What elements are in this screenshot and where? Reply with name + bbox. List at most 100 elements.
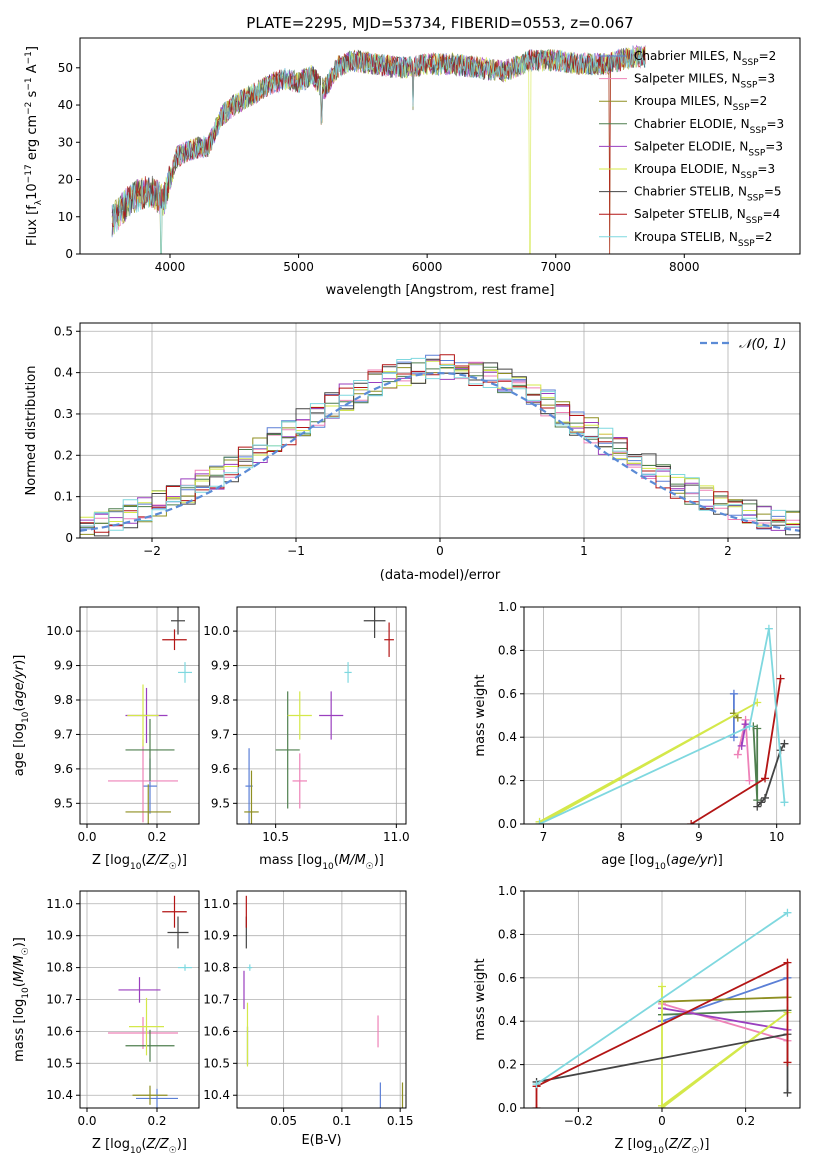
y-tick-label: 10.7 [203, 993, 230, 1007]
error-point-salpeter-elodie [118, 977, 161, 1003]
y-axis-label-part: −1 [24, 51, 34, 64]
legend-label: Kroupa STELIB, NSSP=2 [634, 230, 772, 249]
weight-marker [764, 624, 773, 633]
age_vs_mass-panel: 10.5 11.0 9.5 9.6 9.7 9.8 9.9 10.0 mass [log10(M… [203, 606, 410, 872]
weight-line-kroupa-elodie [539, 701, 758, 824]
error-points [244, 607, 394, 824]
x-axis-label-part: Z/Z [146, 1137, 170, 1152]
legend-model-name: Chabrier MILES, N [634, 49, 742, 63]
y-axis-label: mass weight [473, 674, 488, 756]
y-axis-label-part: mass [log [12, 999, 27, 1062]
x-axis-label-part: )] [177, 1137, 187, 1152]
weight-marker [733, 750, 742, 759]
x-axis-label: age [log10(age/yr)] [601, 853, 723, 872]
legend-label: Kroupa MILES, NSSP=2 [634, 94, 767, 113]
y-axis-label-part: s [25, 90, 40, 101]
weight-line-kroupa-stelib [535, 911, 789, 1085]
legend-model-name: Chabrier ELODIE, N [634, 117, 750, 131]
legend-model-name: Salpeter STELIB, N [634, 207, 746, 221]
x-tick-label: 0.1 [332, 1114, 351, 1128]
error-point-chabrier-elodie [125, 1029, 175, 1062]
legend-label: Salpeter ELODIE, NSSP=3 [634, 139, 783, 158]
error-point-chabrier-miles [136, 1088, 178, 1108]
y-tick-label: 11.0 [203, 897, 230, 911]
legend-ssp-value: =5 [764, 185, 782, 199]
axes-frame [79, 606, 200, 825]
x-tick-label: 1 [580, 544, 588, 558]
x-tick-label: 8 [617, 830, 625, 844]
y-tick-label: 50 [58, 61, 73, 75]
weight_vs_age-panel: 7 8 9 10 0.0 0.2 0.4 0.6 0.8 1.0 mass weight age [l… [473, 600, 801, 872]
error-point-salpeter-stelib [162, 895, 187, 928]
mass_vs_ebv-panel: 0.05 0.1 0.15 10.4 10.5 10.6 10.7 10.8 10.9 11.0 E… [203, 890, 414, 1148]
y-tick-label: 10.8 [46, 961, 73, 975]
error-point-kroupa-miles [125, 784, 171, 824]
legend-label: Salpeter MILES, NSSP=3 [634, 72, 775, 91]
x-tick-label: 0.2 [736, 1114, 755, 1128]
x-axis-label-part: Z [log [92, 853, 130, 868]
x-axis-label-part: age/yr [671, 853, 714, 868]
y-tick-label: 9.5 [211, 796, 230, 810]
weight-line-kroupa-stelib [539, 628, 786, 824]
x-tick-label: 10.5 [262, 830, 289, 844]
weight-marker [783, 958, 792, 967]
weight-marker [532, 1104, 541, 1108]
x-tick-label: 6000 [412, 260, 443, 274]
legend-ssp-value: =2 [755, 230, 773, 244]
y-axis-label-part: ] [25, 46, 40, 51]
legend-model-name: Salpeter MILES, N [634, 72, 741, 86]
x-axis-label: Z [log10(Z/Z☉)] [615, 1137, 710, 1156]
x-axis-label-part: ( [141, 853, 146, 868]
x-tick-label: 8000 [669, 260, 700, 274]
y-tick-label: 0.0 [498, 817, 517, 831]
weight-marker [658, 982, 666, 991]
x-axis-label-part: Z/Z [146, 853, 170, 868]
residuals-panel: −2 −1 0 1 2 0 0.1 0.2 0.3 0.4 0.5 (data-model)/erro… [24, 322, 801, 583]
error-point-chabrier-stelib [167, 916, 189, 949]
age_vs_Z-panel: 0.0 0.29.59.69.79.89.910.0Z [log10(Z/Z☉)]… [12, 606, 200, 872]
legend-ssp-subscript: SSP [741, 171, 758, 181]
error-point-chabrier-stelib [363, 607, 386, 638]
y-tick-label: 1.0 [498, 600, 517, 614]
x-axis-label-part: 10 [130, 862, 142, 872]
spectrum-line-salpeter-elodie [111, 44, 646, 235]
error-point-salpeter-miles [108, 739, 178, 823]
y-axis-label-part: M/M [12, 955, 27, 982]
weight-marker [757, 798, 766, 807]
legend-ssp-subscript: SSP [747, 194, 764, 204]
weight-line-salpeter-miles [661, 1002, 788, 1042]
y-axis-label-part: age/yr [12, 663, 27, 706]
y-tick-label: 0.4 [54, 366, 73, 380]
x-tick-label: 0.0 [77, 1114, 96, 1128]
x-tick-label: −1 [287, 544, 305, 558]
x-axis-label-part: ( [334, 853, 339, 868]
weight-marker [761, 793, 770, 802]
weight-marker [783, 908, 792, 917]
legend-ssp-subscript: SSP [748, 148, 765, 158]
y-axis-label: mass weight [473, 958, 488, 1040]
y-tick-label: 0.0 [498, 1101, 517, 1115]
x-axis-label-part: Z [log [615, 1137, 653, 1152]
weight-line-salpeter-elodie [661, 1007, 788, 1031]
plots-layer: 4000 5000 6000 7000 800001020304050wavelengt… [12, 37, 801, 1156]
legend-ssp-value: =3 [757, 72, 775, 86]
weight-marker [753, 802, 762, 811]
legend-ssp-value: =3 [757, 162, 775, 176]
legend-label: Kroupa ELODIE, NSSP=3 [634, 162, 775, 181]
y-tick-label: 30 [58, 135, 73, 149]
error-point-kroupa-elodie [287, 691, 312, 740]
y-tick-label: 10.4 [203, 1088, 230, 1102]
legend-model-name: Salpeter ELODIE, N [634, 139, 748, 153]
y-tick-label: 0.8 [498, 927, 517, 941]
spectrum-line-kroupa-elodie [111, 46, 646, 254]
x-axis-label-part: ☉ [691, 1146, 699, 1156]
y-tick-label: 0 [65, 247, 73, 261]
weight-marker [733, 713, 742, 722]
y-axis-label-part: −1 [24, 77, 34, 90]
y-axis-label: age [log10(age/yr)] [12, 655, 31, 777]
y-tick-label: 0.4 [498, 1014, 517, 1028]
y-tick-label: 9.7 [211, 727, 230, 741]
y-tick-label: 10.9 [203, 929, 230, 943]
y-tick-label: 20 [58, 173, 73, 187]
x-tick-label: 7000 [540, 260, 571, 274]
